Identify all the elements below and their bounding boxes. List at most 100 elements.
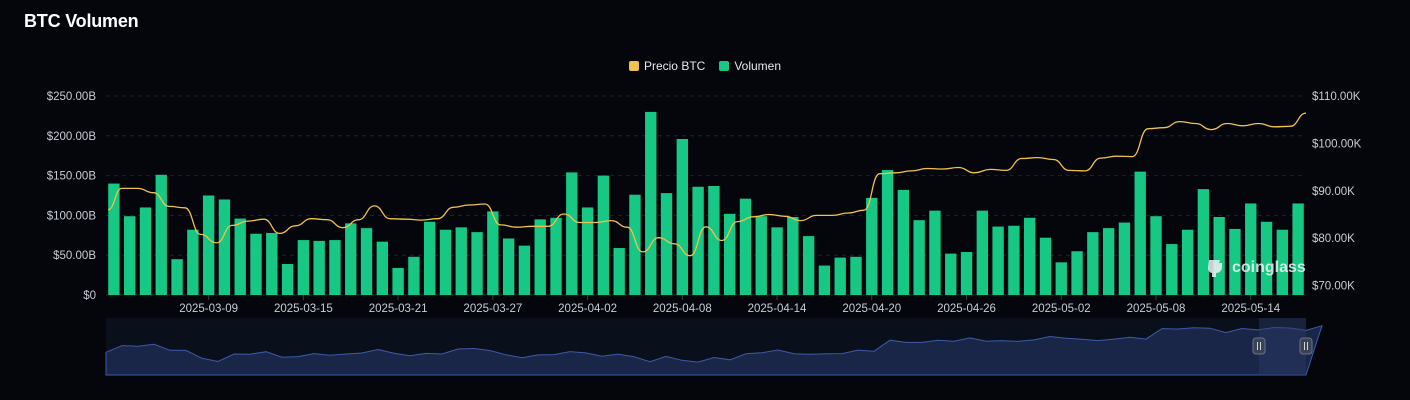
legend: Precio BTC Volumen bbox=[0, 59, 1410, 73]
volume-bar bbox=[581, 207, 594, 295]
volume-bar bbox=[534, 219, 546, 295]
navigator-area bbox=[105, 324, 1323, 376]
volume-bar bbox=[345, 223, 357, 295]
volume-bar bbox=[645, 111, 657, 295]
y-axis-left: $0 $50.00B $100.00B $150.00B $200.00B $250.00… bbox=[47, 91, 97, 302]
volume-bar bbox=[1134, 171, 1146, 295]
y-left-tick-label: $50.00B bbox=[53, 250, 96, 262]
x-tick-label: 2025-05-14 bbox=[1221, 303, 1280, 315]
x-tick-label: 2025-04-20 bbox=[842, 303, 901, 315]
x-tick-label: 2025-05-08 bbox=[1127, 303, 1186, 315]
volume-bar bbox=[1024, 217, 1036, 295]
volume-bar bbox=[518, 245, 531, 295]
volume-bar bbox=[1087, 232, 1099, 295]
volume-bar bbox=[802, 236, 815, 295]
navigator-handle-left[interactable] bbox=[1252, 337, 1266, 355]
volume-bar bbox=[108, 183, 120, 295]
volume-bar bbox=[376, 241, 388, 295]
volume-bar bbox=[1245, 203, 1257, 295]
x-axis: 2025-03-09 2025-03-15 2025-03-21 2025-03-27… bbox=[179, 295, 1281, 315]
volume-bar bbox=[1197, 189, 1210, 295]
x-tick-label: 2025-03-21 bbox=[369, 303, 428, 315]
volume-bar bbox=[1276, 229, 1288, 295]
x-tick-label: 2025-03-15 bbox=[274, 303, 333, 315]
volume-bar bbox=[1118, 222, 1131, 295]
volume-bar bbox=[834, 257, 846, 295]
volume-bar bbox=[234, 218, 246, 295]
volume-bar bbox=[629, 194, 641, 295]
x-tick-label: 2025-03-09 bbox=[179, 303, 238, 315]
y-left-tick-label: $150.00B bbox=[47, 171, 97, 183]
volume-bar bbox=[439, 229, 452, 295]
volume-bar bbox=[1260, 221, 1273, 295]
volume-bar bbox=[1292, 203, 1304, 295]
volume-bar bbox=[139, 207, 152, 295]
volume-bar bbox=[1055, 262, 1067, 295]
volume-bar bbox=[266, 232, 278, 295]
pause-bars-icon bbox=[1252, 337, 1266, 355]
watermark-text: coinglass bbox=[1232, 259, 1306, 276]
volume-bar bbox=[660, 193, 673, 295]
pause-bars-icon bbox=[1299, 337, 1313, 355]
volume-bar bbox=[739, 198, 752, 295]
x-tick-label: 2025-04-26 bbox=[937, 303, 996, 315]
navigator-selection bbox=[1259, 318, 1306, 375]
volume-bar bbox=[1166, 244, 1178, 295]
volume-bar bbox=[218, 199, 231, 295]
watermark: coinglass bbox=[1204, 256, 1306, 280]
y-left-tick-label: $200.00B bbox=[47, 131, 97, 143]
volume-bar bbox=[297, 240, 310, 295]
volume-bar bbox=[771, 227, 783, 295]
volume-bar bbox=[787, 216, 799, 295]
volume-bar bbox=[171, 259, 183, 295]
volume-bar bbox=[976, 210, 988, 295]
volume-bar bbox=[724, 213, 736, 295]
legend-label-price: Precio BTC bbox=[643, 59, 706, 73]
volume-bar bbox=[408, 256, 420, 295]
volume-bar bbox=[187, 229, 199, 295]
volume-bars bbox=[108, 111, 1304, 295]
volume-bar bbox=[992, 226, 1004, 295]
volume-bar bbox=[155, 174, 167, 295]
volume-bar bbox=[1071, 251, 1083, 295]
volume-bar bbox=[913, 220, 925, 295]
volume-bar bbox=[424, 221, 436, 295]
legend-item-price[interactable]: Precio BTC bbox=[628, 59, 706, 73]
volume-bar bbox=[881, 170, 894, 295]
volume-bar bbox=[708, 185, 720, 295]
y-right-tick-label: $80.00K bbox=[1312, 233, 1355, 245]
volume-bar bbox=[281, 263, 294, 295]
legend-label-volume: Volumen bbox=[734, 59, 782, 73]
volume-bar bbox=[897, 189, 910, 295]
volume-bar bbox=[597, 175, 610, 295]
y-right-tick-label: $100.00K bbox=[1312, 138, 1362, 150]
x-tick-label: 2025-05-02 bbox=[1032, 303, 1091, 315]
legend-swatch-price bbox=[628, 61, 639, 71]
volume-bar bbox=[1213, 216, 1225, 295]
range-navigator[interactable] bbox=[105, 318, 1323, 376]
volume-bar bbox=[360, 228, 373, 295]
navigator-handle-right[interactable] bbox=[1299, 337, 1313, 355]
volume-bar bbox=[1229, 228, 1241, 295]
volume-bar bbox=[960, 252, 973, 295]
x-tick-label: 2025-04-02 bbox=[558, 303, 617, 315]
volume-bar bbox=[566, 172, 578, 295]
coinglass-logo-icon bbox=[1208, 260, 1222, 277]
volume-bar bbox=[313, 240, 325, 295]
legend-item-volume[interactable]: Volumen bbox=[719, 59, 781, 73]
volume-bar bbox=[818, 265, 831, 295]
y-left-tick-label: $100.00B bbox=[47, 210, 97, 222]
y-left-tick-label: $250.00B bbox=[47, 91, 97, 103]
volume-bar bbox=[202, 195, 215, 295]
volume-bar bbox=[676, 138, 688, 295]
volume-bar bbox=[455, 227, 467, 295]
price-line-group bbox=[107, 112, 1307, 257]
x-tick-label: 2025-03-27 bbox=[463, 303, 522, 315]
y-axis-right: $70.00K $80.00K $90.00K $100.00K $110.00K bbox=[1312, 91, 1362, 293]
price-line bbox=[107, 112, 1307, 257]
chart-title: BTC Volumen bbox=[24, 11, 139, 31]
y-right-tick-label: $110.00K bbox=[1312, 91, 1361, 103]
volume-bar bbox=[502, 238, 515, 295]
volume-bar bbox=[487, 211, 499, 295]
